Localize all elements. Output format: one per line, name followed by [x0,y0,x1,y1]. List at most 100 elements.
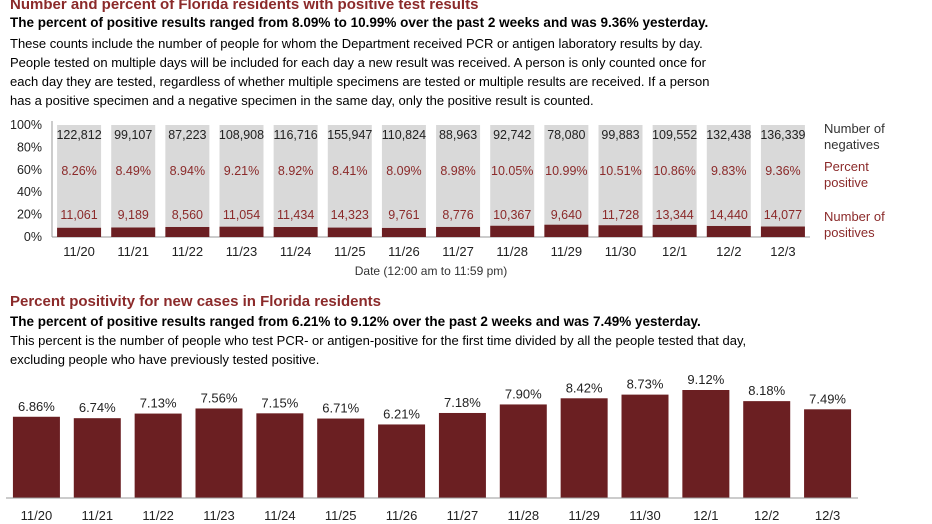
percent-positive-label: 10.99% [545,164,587,178]
positives-label: 11,061 [60,208,97,222]
negatives-label: 99,107 [114,128,152,142]
y-tick-label: 0% [24,230,42,244]
positives-bar [165,226,210,237]
positivity-bar [804,409,852,498]
percent-positive-label: 10.51% [599,164,641,178]
percent-positive-label: 8.49% [115,164,150,178]
negatives-bar [327,125,372,228]
x-tick-label: 11/22 [172,244,204,259]
x-tick-label: 11/28 [507,508,539,523]
positivity-value-label: 7.18% [444,395,481,410]
positivity-value-label: 7.49% [809,391,846,406]
positives-label: 14,440 [710,208,748,222]
negatives-bar [381,125,426,228]
y-tick-label: 40% [17,185,42,199]
x-tick-label: 12/2 [716,244,741,259]
x-tick-label: 11/27 [447,508,479,523]
chart1-title: Number and percent of Florida residents … [10,0,479,13]
negatives-label: 122,812 [56,128,101,142]
x-tick-label: 11/24 [264,508,296,523]
chart1-summary: The percent of positive results ranged f… [10,15,709,30]
negatives-bar [544,125,589,225]
x-tick-label: 12/2 [754,508,779,523]
positives-bar [381,227,426,237]
negatives-bar [490,125,535,226]
x-tick-label: 11/20 [63,244,95,259]
percent-positive-label: 9.36% [765,164,800,178]
negatives-bar [760,125,805,227]
positives-label: 9,189 [118,208,149,222]
positives-label: 13,344 [656,208,694,222]
positives-label: 10,367 [493,208,531,222]
y-tick-label: 100% [10,118,42,132]
negatives-label: 116,716 [274,128,318,142]
chart1-description: These counts include the number of peopl… [10,34,709,110]
positivity-bar [73,418,121,498]
positivity-bar [682,390,730,498]
positivity-bar [134,413,182,498]
negatives-bar [652,125,697,225]
positives-bar [111,227,156,237]
x-tick-label: 11/26 [386,508,418,523]
positives-bar [544,224,589,237]
percent-positive-label: 9.21% [224,164,259,178]
x-tick-label: 11/29 [568,508,600,523]
negatives-label: 78,080 [547,128,585,142]
y-tick-label: 20% [17,208,42,222]
description-line: People tested on multiple days will be i… [10,55,706,70]
description-line: each day they are tested, regardless of … [10,74,710,89]
positivity-bar [499,404,547,498]
negatives-label: 88,963 [439,128,477,142]
percent-positive-label: 8.26% [61,164,96,178]
x-tick-label: 12/3 [770,244,795,259]
positivity-bar [560,398,608,498]
positives-bar [273,227,318,237]
positives-bar [652,224,697,237]
positivity-value-label: 7.13% [140,396,177,411]
positivity-value-label: 8.73% [627,377,664,392]
positives-label: 14,077 [764,208,802,222]
legend-percent-positive: Percent positive [824,159,869,190]
x-axis-label: Date (12:00 am to 11:59 pm) [355,264,508,278]
x-tick-label: 11/25 [334,244,366,259]
x-tick-label: 12/1 [662,244,687,259]
description-line: excluding people who have previously tes… [10,352,320,367]
positivity-bar [317,418,365,498]
x-tick-label: 11/27 [442,244,474,259]
negatives-bar [57,125,102,228]
y-tick-label: 80% [17,140,42,154]
positives-label: 8,560 [172,208,203,222]
percent-positive-label: 8.98% [440,164,475,178]
x-tick-label: 11/21 [117,244,149,259]
positives-bar [706,225,751,237]
x-tick-label: 11/30 [605,244,637,259]
x-tick-label: 11/30 [629,508,661,523]
positives-label: 11,434 [277,208,314,222]
positivity-value-label: 6.71% [322,401,359,416]
positivity-bar [621,394,669,498]
x-tick-label: 11/21 [81,508,113,523]
positives-label: 14,323 [331,208,369,222]
positivity-value-label: 7.15% [261,395,298,410]
positivity-bar [256,413,304,498]
negatives-label: 87,223 [168,128,206,142]
positivity-bar [195,408,243,498]
percent-positive-label: 8.41% [332,164,367,178]
description-line: has a positive specimen and a negative s… [10,93,594,108]
negatives-label: 110,824 [382,128,426,142]
negatives-label: 109,552 [652,128,697,142]
positives-bar [327,227,372,237]
negatives-bar [706,125,751,226]
positivity-value-label: 6.74% [79,400,116,415]
negatives-bar [436,125,481,227]
negatives-label: 92,742 [493,128,531,142]
x-tick-label: 11/25 [325,508,357,523]
negatives-bar [219,125,264,227]
positives-bar [219,226,264,237]
positives-label: 11,054 [223,208,260,222]
percent-positive-label: 8.92% [278,164,313,178]
legend-negatives: Number of negatives [824,121,885,152]
positives-label: 11,728 [602,208,639,222]
positivity-bar [378,424,426,498]
description-line: This percent is the number of people who… [10,333,747,348]
